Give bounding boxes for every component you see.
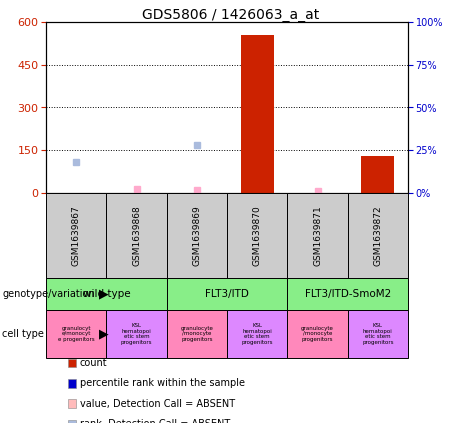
Text: genotype/variation: genotype/variation	[2, 289, 95, 299]
Text: KSL
hematopoi
etic stem
progenitors: KSL hematopoi etic stem progenitors	[121, 323, 152, 345]
Text: GSM1639870: GSM1639870	[253, 205, 262, 266]
Text: ▶: ▶	[99, 288, 108, 300]
Text: granulocyt
e/monocyt
e progenitors: granulocyt e/monocyt e progenitors	[58, 326, 95, 342]
Text: GSM1639867: GSM1639867	[71, 205, 81, 266]
Text: FLT3/ITD: FLT3/ITD	[205, 289, 249, 299]
Text: KSL
hematopoi
etic stem
progenitors: KSL hematopoi etic stem progenitors	[362, 323, 394, 345]
Text: percentile rank within the sample: percentile rank within the sample	[80, 378, 244, 388]
Text: cell type: cell type	[2, 329, 44, 339]
Text: wild type: wild type	[83, 289, 130, 299]
Text: rank, Detection Call = ABSENT: rank, Detection Call = ABSENT	[80, 419, 230, 423]
Text: granulocyte
/monocyte
progenitors: granulocyte /monocyte progenitors	[180, 326, 213, 342]
Text: value, Detection Call = ABSENT: value, Detection Call = ABSENT	[80, 398, 235, 409]
Text: GSM1639871: GSM1639871	[313, 205, 322, 266]
Bar	[241, 35, 274, 193]
Text: FLT3/ITD-SmoM2: FLT3/ITD-SmoM2	[305, 289, 391, 299]
Text: GSM1639872: GSM1639872	[373, 205, 382, 266]
Text: GDS5806 / 1426063_a_at: GDS5806 / 1426063_a_at	[142, 8, 319, 22]
Text: KSL
hematopoi
etic stem
progenitors: KSL hematopoi etic stem progenitors	[242, 323, 273, 345]
Text: count: count	[80, 358, 107, 368]
Bar	[361, 156, 395, 193]
Text: ▶: ▶	[99, 327, 108, 341]
Text: granulocyte
/monocyte
progenitors: granulocyte /monocyte progenitors	[301, 326, 334, 342]
Text: GSM1639869: GSM1639869	[192, 205, 201, 266]
Text: GSM1639868: GSM1639868	[132, 205, 141, 266]
